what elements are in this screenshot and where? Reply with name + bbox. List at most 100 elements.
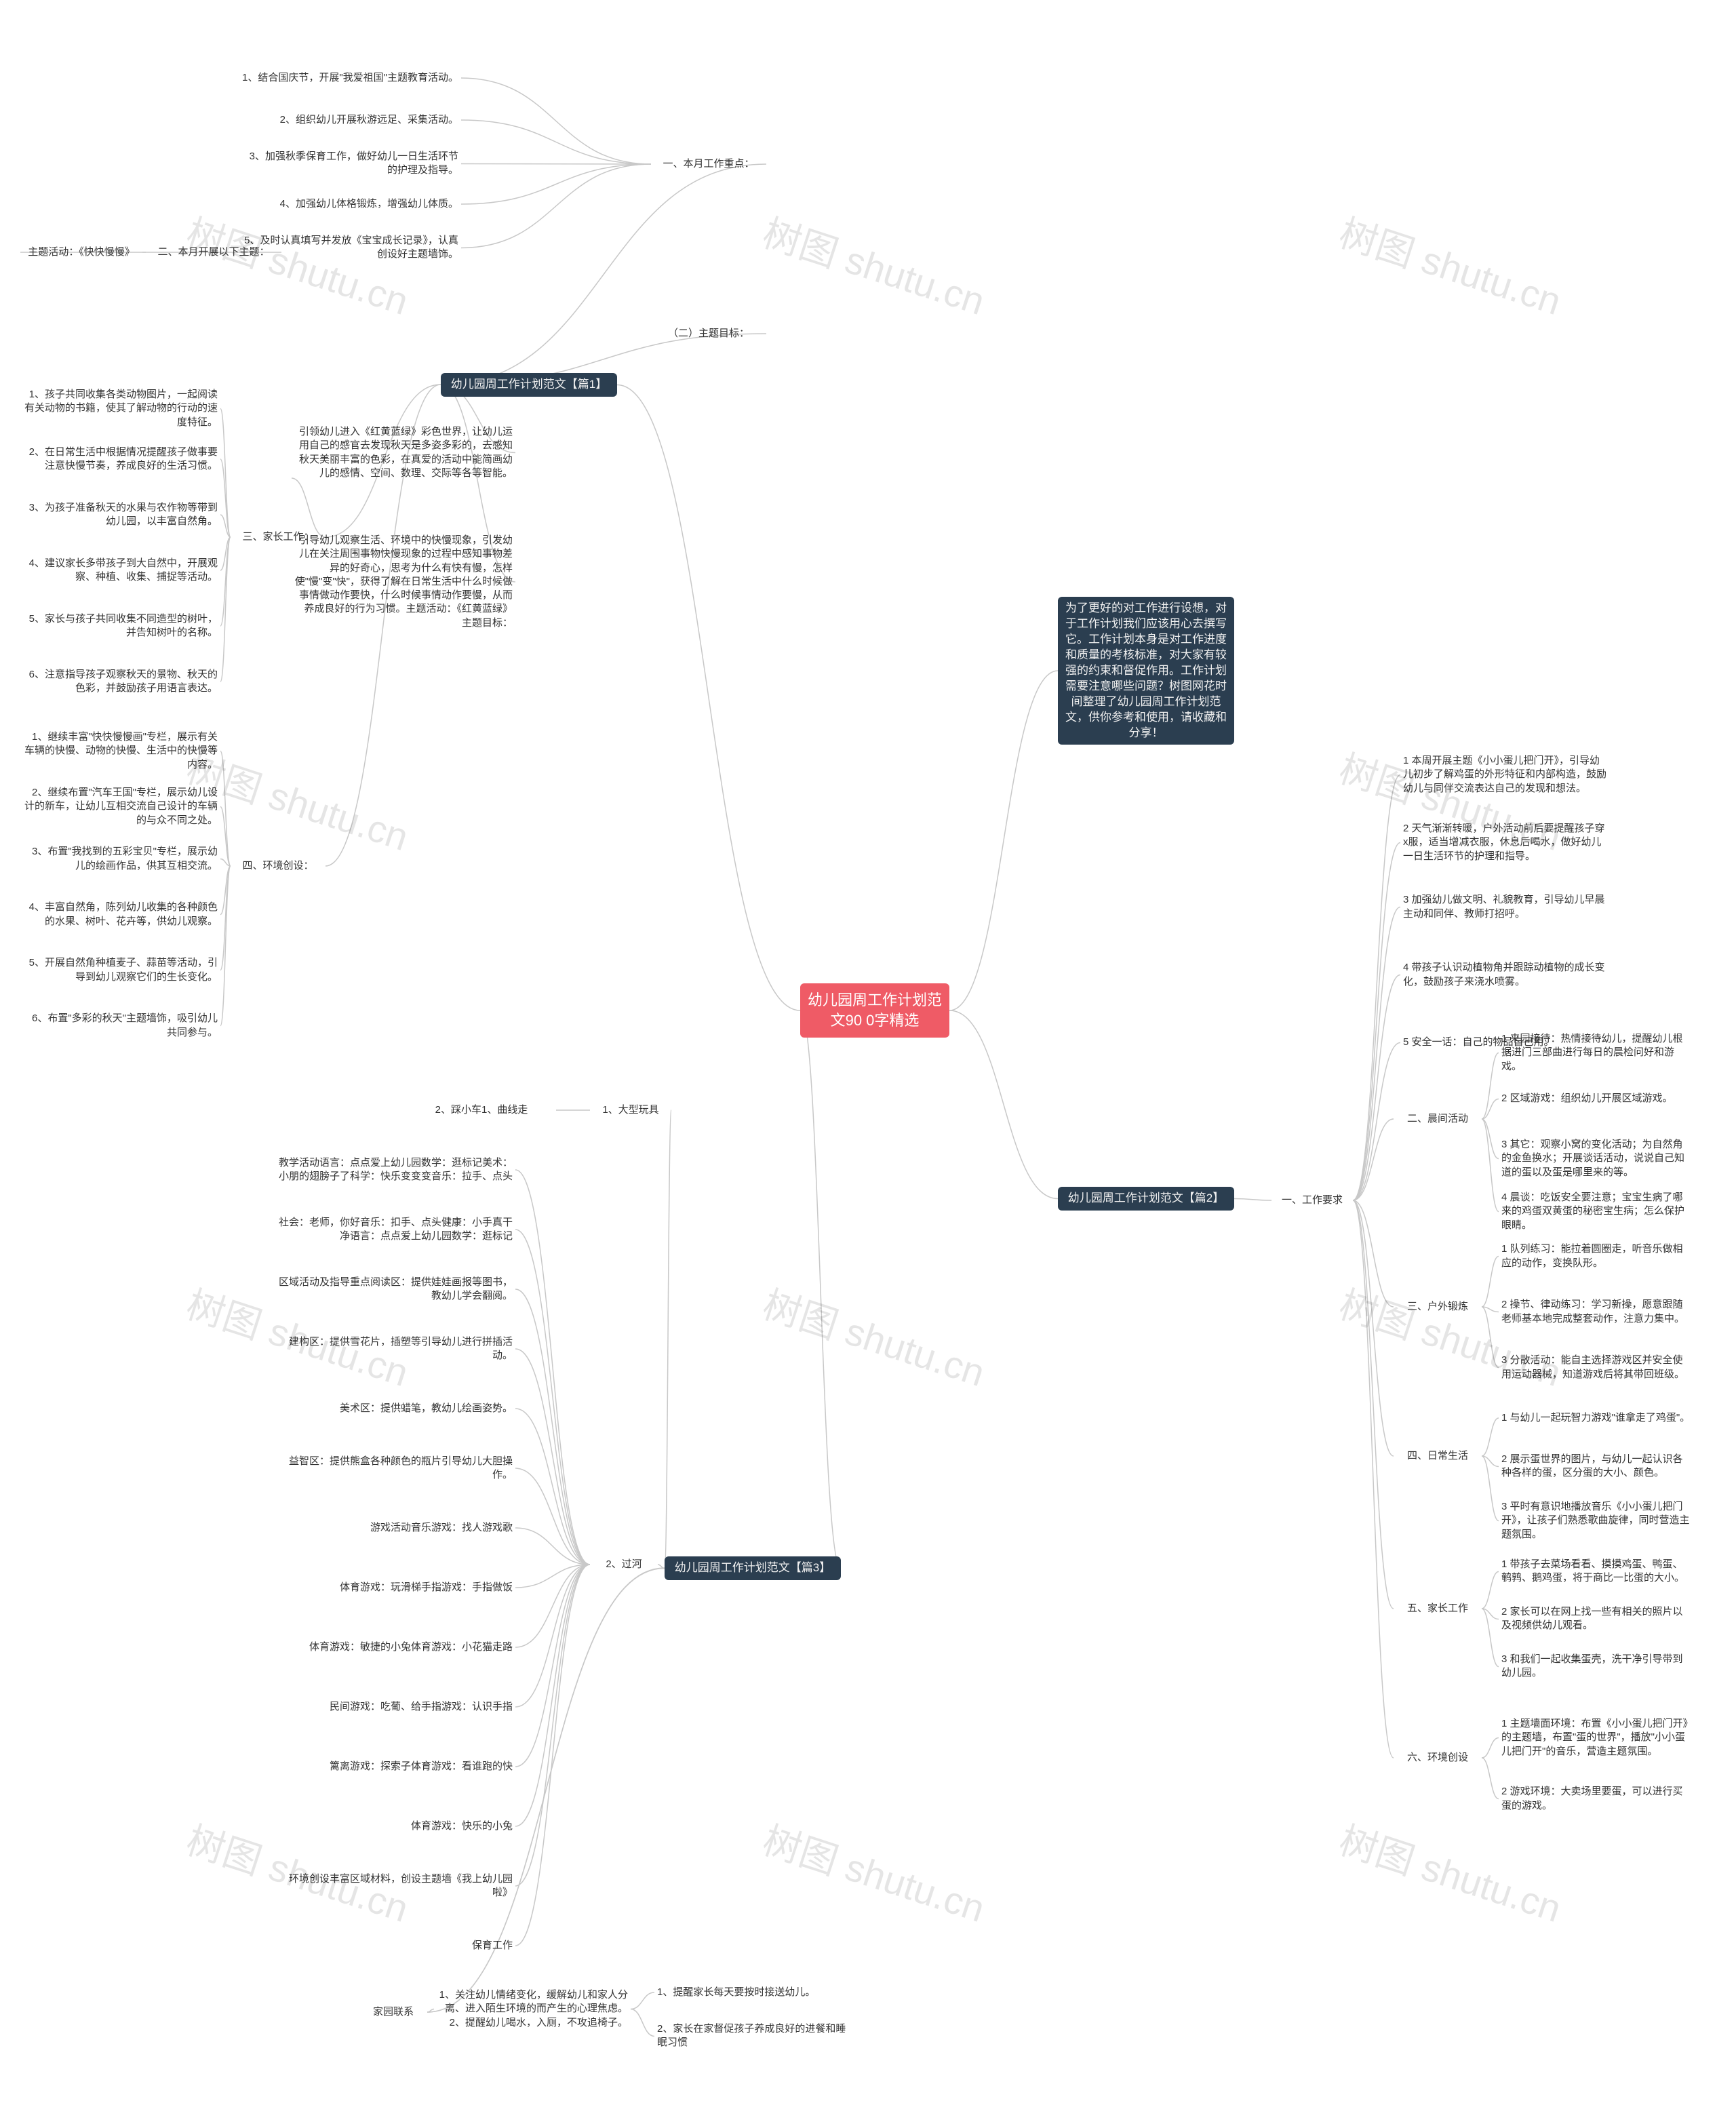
connector (1353, 775, 1400, 1201)
leaf-node: 区域活动及指导重点阅读区：提供娃娃画报等图书，教幼儿学会翻阅。 (271, 1272, 515, 1306)
connector (1482, 1609, 1499, 1667)
connector (631, 1992, 654, 2009)
connector (515, 1565, 590, 1826)
leaf-node: 教学活动语言：点点爱上幼儿园数学：逛标记美术：小朋的翅膀子了科学：快乐变变变音乐… (271, 1153, 515, 1187)
leaf-node: 四、环境创设： (231, 858, 326, 874)
connector (665, 1110, 671, 1569)
watermark: 树图 shutu.cn (757, 203, 993, 326)
leaf-node: 2 展示蛋世界的图片，与幼儿一起认识各种各样的蛋，区分蛋的大小、颜色。 (1499, 1451, 1695, 1482)
connector (515, 1468, 590, 1565)
leaf-node: 5、开展自然角种植麦子、蒜苗等活动，引导到幼儿观察它们的生长变化。 (20, 951, 220, 989)
leaf-node: 1、提醒家长每天要按时接送幼儿。 (654, 1980, 851, 2005)
leaf-node: 1 主题墙面环境：布置《小小蛋儿把门开》的主题墙，布置"蛋的世界"，播放"小小蛋… (1499, 1716, 1695, 1760)
connector (1353, 1119, 1394, 1200)
leaf-node: 六、环境创设 (1394, 1750, 1482, 1766)
connector (1482, 1418, 1499, 1456)
leaf-node: 1、结合国庆节，开展"我爱祖国"主题教育活动。 (237, 64, 461, 92)
branch-node: 幼儿园周工作计划范文【篇2】 (1058, 1187, 1234, 1211)
branch-node: 幼儿园周工作计划范文【篇3】 (665, 1556, 841, 1580)
connector (461, 164, 651, 165)
connector (515, 1565, 590, 1886)
leaf-node: 3 其它：观察小窝的变化活动；为自然角的金鱼换水；开展谈话活动，说说自己知道的蛋… (1499, 1137, 1695, 1181)
watermark: 树图 shutu.cn (757, 1810, 993, 1933)
leaf-node: 1、大型玩具 (590, 1102, 671, 1118)
leaf-node: 1 队列练习：能拉着圆圈走，听音乐做相应的动作，变换队形。 (1499, 1241, 1695, 1272)
connector (515, 1170, 590, 1565)
leaf-node: 体育游戏：快乐的小兔 (271, 1809, 515, 1843)
leaf-node: 1 来园接待：热情接待幼儿，提醒幼儿根据进门三部曲进行每日的晨检问好和游戏。 (1499, 1031, 1695, 1075)
connector (441, 164, 766, 385)
leaf-node: 3 加强幼儿做文明、礼貌教育，引导幼儿早晨主动和同伴、教师打招呼。 (1400, 888, 1611, 926)
leaf-node: （二）主题目标： (651, 326, 766, 342)
leaf-node: 保育工作 (271, 1929, 515, 1963)
connector (1482, 1119, 1499, 1159)
connector (1482, 1609, 1499, 1619)
leaf-node: 3 平时有意识地播放音乐《小小蛋儿把门开》，让孩子们熟悉歌曲旋律，同时营造主题氛… (1499, 1499, 1695, 1543)
leaf-node: 益智区：提供熊盒各种颜色的瓶片引导幼儿大胆操作。 (271, 1451, 515, 1485)
connector (220, 866, 231, 1026)
connector (1353, 843, 1400, 1201)
connector (515, 1565, 590, 1707)
leaf-node: 美术区：提供蜡笔，教幼儿绘画姿势。 (271, 1392, 515, 1426)
watermark: 树图 shutu.cn (1333, 1274, 1569, 1398)
connector (617, 385, 800, 1011)
connector (220, 866, 231, 970)
connector (220, 515, 231, 537)
connector (461, 164, 651, 248)
connector (1482, 1572, 1499, 1609)
leaf-node: 4、丰富自然角，陈列幼儿收集的各种颜色的水果、树叶、花卉等，供幼儿观察。 (20, 896, 220, 933)
leaf-node: 3、布置"我找到的五彩宝贝"专栏，展示幼儿的绘画作品，供其互相交流。 (20, 840, 220, 878)
leaf-node: 4、加强幼儿体格锻炼，增强幼儿体质。 (237, 191, 461, 218)
leaf-node: 社会：老师，你好音乐：扣手、点头健康：小手真干净语言：点点爱上幼儿园数学：逛标记 (271, 1213, 515, 1246)
connector (949, 671, 1058, 1010)
connector (1482, 1758, 1499, 1799)
leaf-node: 4 晨谈：吃饭安全要注意；宝宝生病了哪来的鸡蛋双黄蛋的秘密宝生病；怎么保护眼睛。 (1499, 1190, 1695, 1234)
leaf-node: 体育游戏：玩滑梯手指游戏：手指做饭 (271, 1571, 515, 1605)
leaf-node: 引导幼儿观察生活、环境中的快慢现象，引发幼儿在关注周围事物快慢现象的过程中感知事… (292, 532, 515, 631)
watermark: 树图 shutu.cn (1333, 1810, 1569, 1933)
root-node: 幼儿园周工作计划范文90 0字精选 (800, 983, 949, 1038)
connector (1353, 1200, 1394, 1609)
connector (1482, 1257, 1499, 1308)
connector (1353, 907, 1400, 1201)
leaf-node: 6、注意指导孩子观察秋天的景物、秋天的色彩，并鼓励孩子用语言表达。 (20, 665, 220, 699)
leaf-node: 2、过河 (590, 1556, 658, 1573)
connector (220, 537, 231, 682)
leaf-node: 篱离游戏：探索子体育游戏：看谁跑的快 (271, 1750, 515, 1784)
leaf-node: 4、建议家长多带孩子到大自然中，开展观察、种植、收集、捕捉等活动。 (20, 553, 220, 587)
connector (515, 1565, 590, 1647)
leaf-node: 二、晨间活动 (1394, 1111, 1482, 1127)
connector (1482, 1053, 1499, 1120)
connector (949, 1010, 1058, 1199)
leaf-node: 民间游戏：吃葡、给手指游戏：认识手指 (271, 1690, 515, 1724)
connector (220, 859, 231, 867)
connector (515, 1230, 590, 1565)
leaf-node: 1、孩子共同收集各类动物图片，一起阅读有关动物的书籍，使其了解动物的行动的速度特… (20, 387, 220, 431)
connector (461, 78, 651, 164)
leaf-node: 1 与幼儿一起玩智力游戏"谁拿走了鸡蛋"。 (1499, 1404, 1695, 1432)
connector (515, 1289, 590, 1565)
connector (461, 120, 651, 164)
leaf-node: 2 区域游戏：组织幼儿开展区域游戏。 (1499, 1084, 1695, 1114)
connector (1482, 1119, 1499, 1212)
leaf-node: 游戏活动音乐游戏：找人游戏歌 (271, 1511, 515, 1545)
leaf-node: 2 家长可以在网上找一些有相关的照片以及视频供幼儿观看。 (1499, 1604, 1695, 1634)
leaf-node: 2、组织幼儿开展秋游远足、采集活动。 (237, 106, 461, 134)
leaf-node: 6、布置"多彩的秋天"主题墙饰，吸引幼儿共同参与。 (20, 1007, 220, 1044)
leaf-node: 主题活动：《快快慢慢》 (20, 244, 142, 260)
leaf-node: 三、家长工作： (231, 529, 326, 545)
connector (515, 1565, 590, 1946)
watermark: 树图 shutu.cn (180, 203, 416, 326)
connector (1482, 1456, 1499, 1521)
connector (220, 537, 231, 570)
leaf-node: 一、本月工作重点： (651, 156, 766, 172)
leaf-node: 五、家长工作 (1394, 1600, 1482, 1617)
connector (515, 1565, 590, 1588)
connector (1482, 1307, 1499, 1312)
leaf-node: 5、家长与孩子共同收集不同造型的树叶，并告知树叶的名称。 (20, 609, 220, 643)
leaf-node: 4 带孩子认识动植物角并跟踪动植物的成长变化，鼓励孩子来浇水喷雾。 (1400, 956, 1611, 994)
leaf-node: 引领幼儿进入《红黄蓝绿》彩色世界，让幼儿运用自己的感官去发现秋天是多姿多彩的，去… (292, 417, 515, 488)
leaf-node: 2、在日常生活中根据情况提醒孩子做事要注意快慢节奏，养成良好的生活习惯。 (20, 442, 220, 476)
connector (461, 164, 651, 204)
connector (220, 409, 231, 538)
